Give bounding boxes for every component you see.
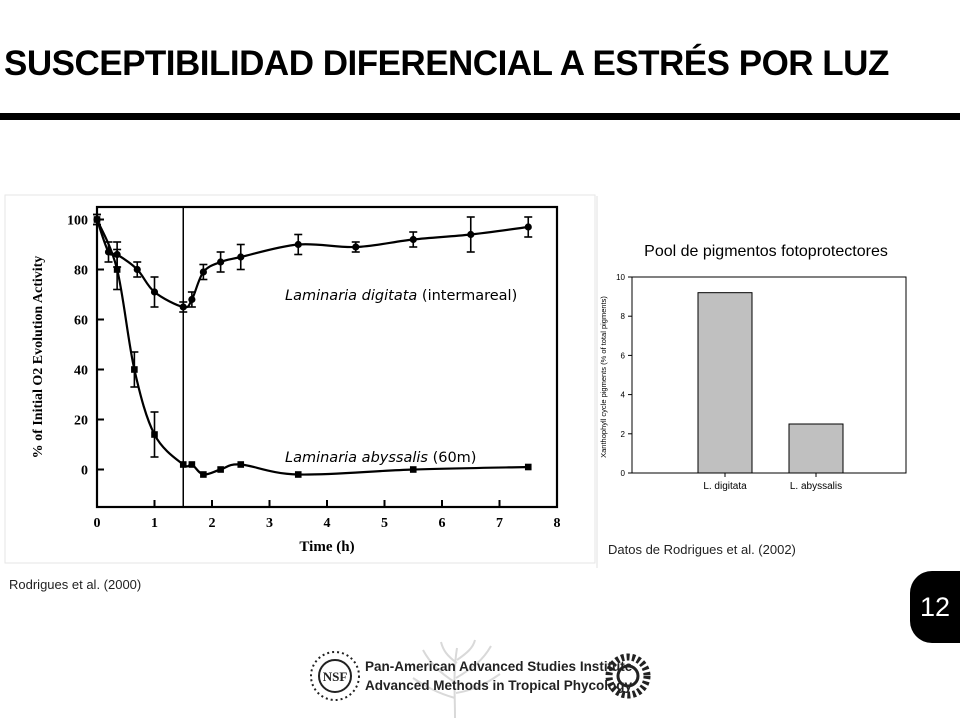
x-axis-ticks: 0 1 2 3 4 5 6 7 8 <box>94 500 561 531</box>
footer-text: Pan-American Advanced Studies Institute … <box>365 657 632 695</box>
data-point-abyssalis <box>237 461 245 468</box>
data-point-digitata <box>199 268 207 276</box>
line-series-group <box>93 213 533 478</box>
bar-y-tick-label: 10 <box>616 273 625 282</box>
x-tick-label: 4 <box>324 516 331 531</box>
title-divider <box>0 113 960 120</box>
bar-y-tick-label: 2 <box>621 430 626 439</box>
data-point-abyssalis <box>217 466 224 473</box>
data-point-digitata <box>150 288 159 296</box>
x-tick-label: 8 <box>554 516 561 531</box>
credit-left: Rodrigues et al. (2000) <box>9 577 142 592</box>
data-point-abyssalis <box>179 461 187 468</box>
series-suffix-abyssalis: (60m) <box>433 450 477 466</box>
bar-y-tick-label: 4 <box>621 391 626 400</box>
data-point-abyssalis <box>113 266 121 273</box>
line-chart: 0 1 2 3 4 5 6 7 8 0 20 40 60 80 100 Time (h) % of Ini… <box>31 205 561 555</box>
series-name-abyssalis: Laminaria abyssalis <box>285 450 428 466</box>
y-tick-label: 20 <box>74 414 88 429</box>
footer: NSF Pan-American Advanced Studies Instit… <box>305 638 665 718</box>
x-tick-label: 0 <box>94 516 101 531</box>
data-point-abyssalis <box>409 466 417 473</box>
data-point-digitata <box>467 230 475 239</box>
series-suffix-digitata: (intermareal) <box>422 288 517 304</box>
x-tick-label: 7 <box>496 516 503 531</box>
x-tick-label: 1 <box>151 516 158 531</box>
data-point-digitata <box>352 243 360 251</box>
x-tick-label: 2 <box>209 516 216 531</box>
footer-line-1: Pan-American Advanced Studies Institute <box>365 659 633 674</box>
data-point-abyssalis <box>151 431 158 438</box>
bar-y-tick-label: 6 <box>621 351 626 360</box>
data-point-abyssalis <box>294 471 302 478</box>
bar-y-ticks: 0 2 4 6 8 10 <box>616 273 632 478</box>
bar-category-label: L. digitata <box>703 481 747 492</box>
data-point-abyssalis <box>524 463 532 471</box>
y-tick-label: 40 <box>74 364 88 379</box>
x-tick-label: 5 <box>381 516 388 531</box>
data-point-digitata <box>133 265 141 274</box>
y-axis-ticks: 0 20 40 60 80 100 <box>67 214 104 479</box>
nsf-logo-text: NSF <box>323 669 348 684</box>
slide-title: SUSCEPTIBILIDAD DIFERENCIAL A ESTRÉS POR… <box>4 44 889 83</box>
seaweed-watermark-icon <box>412 639 501 718</box>
page-number-badge: 12 <box>910 571 960 643</box>
bar-chart-frame <box>631 276 907 474</box>
y-tick-label: 60 <box>74 314 88 329</box>
y-axis-label: % of Initial O2 Evolution Activity <box>31 256 46 459</box>
x-axis-label: Time (h) <box>299 539 354 555</box>
data-point-digitata <box>409 235 417 244</box>
series-label-digitata: Laminaria digitata (intermareal) <box>285 288 517 304</box>
nsf-logo-icon: NSF <box>310 651 360 701</box>
y-tick-label: 0 <box>81 464 88 479</box>
bar-chart: Pool de pigmentos fotoprotectores 0 2 4 6 8 1… <box>599 243 907 492</box>
x-tick-label: 6 <box>439 516 446 531</box>
series-label-abyssalis: Laminaria abyssalis (60m) <box>285 450 476 466</box>
data-point-digitata <box>188 295 196 304</box>
data-point-digitata <box>237 253 245 261</box>
data-point-digitata <box>179 303 187 311</box>
data-point-abyssalis <box>131 366 138 373</box>
institute-logo-icon <box>605 653 651 699</box>
data-point-abyssalis <box>93 216 101 223</box>
data-point-digitata <box>217 258 225 266</box>
data-point-abyssalis <box>200 471 207 478</box>
footer-graphics: NSF <box>310 639 651 718</box>
bar-y-tick-label: 8 <box>621 312 626 321</box>
bar-group <box>697 292 844 474</box>
credit-right: Datos de Rodrigues et al. (2002) <box>608 542 796 557</box>
series-name-digitata: Laminaria digitata <box>285 288 417 304</box>
bar-chart-title: Pool de pigmentos fotoprotectores <box>644 243 888 260</box>
bar-category-label: L. abyssalis <box>790 481 842 492</box>
y-tick-label: 80 <box>74 264 88 279</box>
data-point-abyssalis <box>188 461 196 468</box>
x-tick-label: 3 <box>266 516 273 531</box>
bar-digitata <box>697 292 753 474</box>
bar-y-tick-label: 0 <box>621 469 626 478</box>
bar-category-labels: L. digitata L. abyssalis <box>703 473 842 492</box>
bar-abyssalis <box>788 423 844 474</box>
bar-y-axis-label: Xanthophyll cycle pigments (% of total p… <box>599 296 608 458</box>
line-chart-panel <box>4 194 596 564</box>
footer-line-2: Advanced Methods in Tropical Phycology <box>365 678 633 693</box>
y-tick-label: 100 <box>67 214 88 229</box>
data-point-digitata <box>524 223 532 231</box>
data-point-digitata <box>294 240 302 249</box>
